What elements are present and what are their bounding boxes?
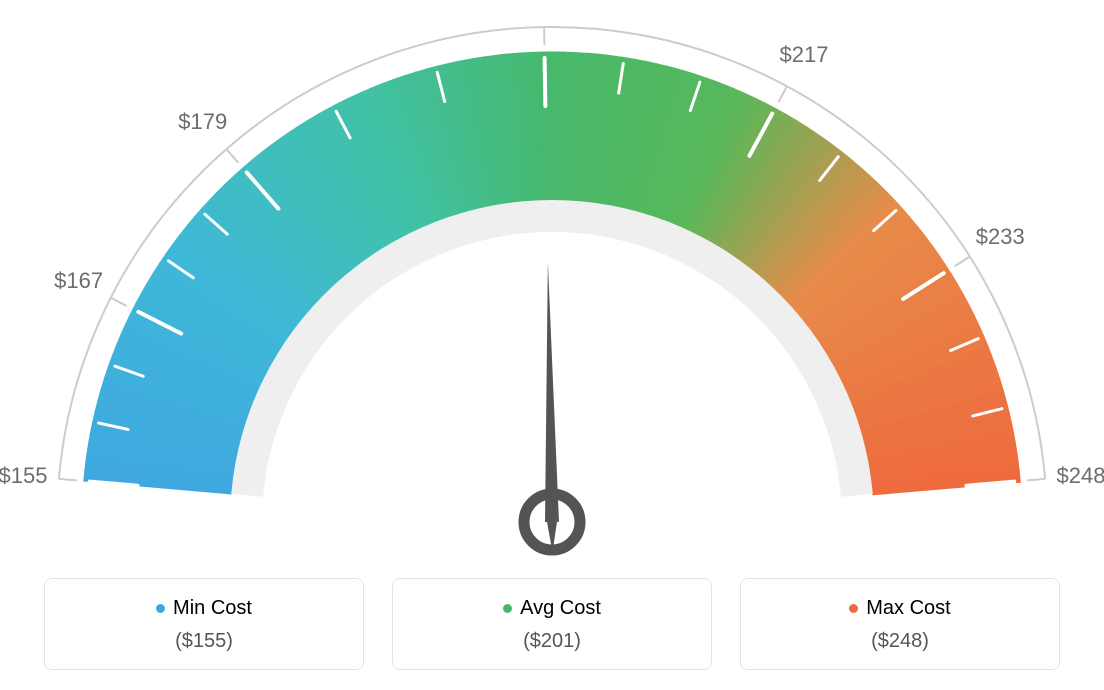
legend-row: Min Cost ($155) Avg Cost ($201) Max Cost… [0,578,1104,670]
gauge: $155 $167 $179 $201 $217 $233 $248 [0,0,1104,560]
avg-dot [503,604,512,613]
gauge-tick-label: $167 [54,268,103,294]
gauge-tick-label: $248 [1056,463,1104,489]
legend-card-max: Max Cost ($248) [740,578,1060,670]
gauge-chart-container: $155 $167 $179 $201 $217 $233 $248 Min Cost ($… [0,0,1104,690]
legend-card-avg: Avg Cost ($201) [392,578,712,670]
max-value: ($248) [751,630,1049,653]
avg-value: ($201) [403,630,701,653]
gauge-tick-label: $201 [519,0,568,4]
gauge-tick-label: $233 [976,224,1025,250]
avg-label: Avg Cost [520,597,601,620]
gauge-tick-label: $179 [178,109,227,135]
gauge-tick-label: $217 [780,42,829,68]
min-label: Min Cost [173,597,252,620]
legend-card-min: Min Cost ($155) [44,578,364,670]
min-value: ($155) [55,630,353,653]
min-dot [156,604,165,613]
max-dot [849,604,858,613]
max-label: Max Cost [866,597,950,620]
gauge-tick-label: $155 [0,463,47,489]
